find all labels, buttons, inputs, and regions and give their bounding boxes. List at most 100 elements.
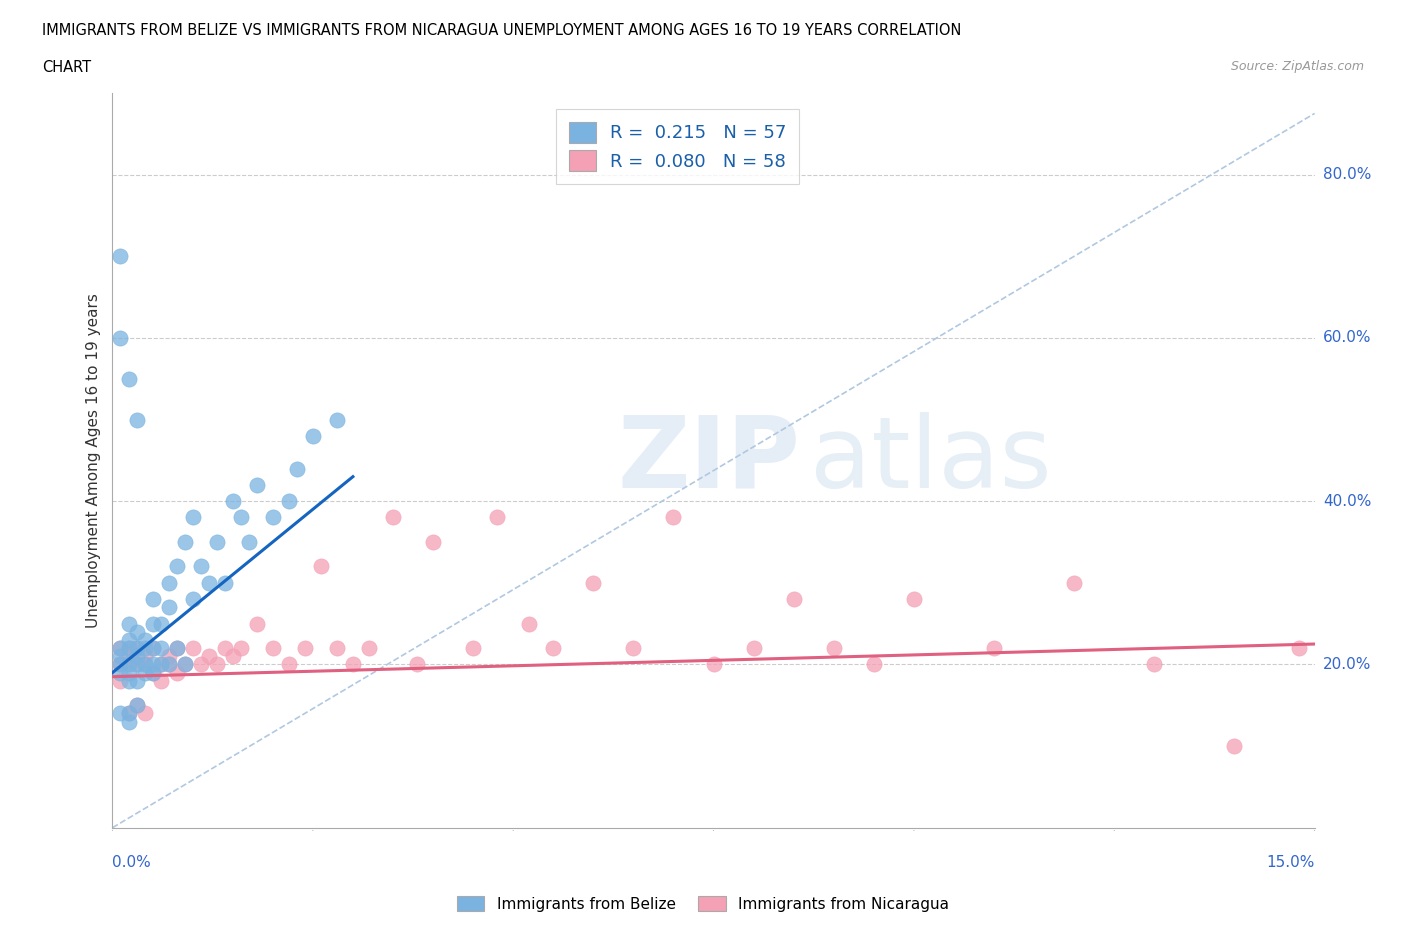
Point <box>141 665 163 680</box>
Point <box>141 591 163 606</box>
Point <box>117 632 139 647</box>
Point <box>582 576 605 591</box>
Point <box>117 714 139 729</box>
Point <box>823 641 845 656</box>
Point <box>149 617 172 631</box>
Point <box>166 559 188 574</box>
Point <box>262 510 284 525</box>
Point <box>117 706 139 721</box>
Point <box>125 657 148 671</box>
Point <box>117 371 139 386</box>
Point <box>117 706 139 721</box>
Point <box>110 330 132 345</box>
Point <box>110 657 132 671</box>
Point <box>173 657 195 671</box>
Point <box>262 641 284 656</box>
Point <box>125 641 148 656</box>
Point <box>1143 657 1166 671</box>
Point <box>238 535 260 550</box>
Point <box>702 657 725 671</box>
Point <box>134 657 156 671</box>
Text: atlas: atlas <box>810 412 1052 509</box>
Point <box>205 657 228 671</box>
Point <box>157 657 180 671</box>
Point <box>229 510 252 525</box>
Point <box>157 600 180 615</box>
Point <box>134 632 156 647</box>
Point <box>110 641 132 656</box>
Point <box>134 706 156 721</box>
Point <box>222 649 245 664</box>
Point <box>246 477 269 492</box>
Point <box>125 698 148 712</box>
Point <box>134 665 156 680</box>
Point <box>125 624 148 639</box>
Text: 60.0%: 60.0% <box>1323 330 1371 345</box>
Point <box>621 641 644 656</box>
Point <box>190 657 212 671</box>
Point <box>181 641 204 656</box>
Point <box>141 665 163 680</box>
Point <box>117 641 139 656</box>
Point <box>782 591 804 606</box>
Text: IMMIGRANTS FROM BELIZE VS IMMIGRANTS FROM NICARAGUA UNEMPLOYMENT AMONG AGES 16 T: IMMIGRANTS FROM BELIZE VS IMMIGRANTS FRO… <box>42 23 962 38</box>
Point <box>110 673 132 688</box>
Point <box>983 641 1005 656</box>
Point <box>181 591 204 606</box>
Point <box>422 535 444 550</box>
Point <box>543 641 565 656</box>
Text: Source: ZipAtlas.com: Source: ZipAtlas.com <box>1230 60 1364 73</box>
Point <box>141 617 163 631</box>
Point <box>190 559 212 574</box>
Point <box>125 657 148 671</box>
Point <box>134 657 156 671</box>
Point <box>197 649 219 664</box>
Point <box>125 641 148 656</box>
Point <box>117 657 139 671</box>
Point <box>486 510 509 525</box>
Point <box>134 641 156 656</box>
Point <box>863 657 886 671</box>
Point <box>214 576 236 591</box>
Point <box>110 706 132 721</box>
Point <box>110 249 132 264</box>
Point <box>229 641 252 656</box>
Point <box>149 673 172 688</box>
Text: CHART: CHART <box>42 60 91 75</box>
Point <box>117 617 139 631</box>
Point <box>117 649 139 664</box>
Point <box>294 641 316 656</box>
Point <box>222 494 245 509</box>
Point <box>173 657 195 671</box>
Point <box>214 641 236 656</box>
Point <box>125 649 148 664</box>
Text: 20.0%: 20.0% <box>1323 657 1371 672</box>
Point <box>125 673 148 688</box>
Point <box>141 641 163 656</box>
Point <box>326 641 349 656</box>
Point <box>342 657 364 671</box>
Point <box>157 649 180 664</box>
Point <box>166 665 188 680</box>
Point <box>134 649 156 664</box>
Point <box>277 494 299 509</box>
Point <box>110 657 132 671</box>
Point <box>181 510 204 525</box>
Point <box>125 412 148 427</box>
Point <box>662 510 685 525</box>
Point <box>309 559 332 574</box>
Point <box>742 641 765 656</box>
Point <box>173 535 195 550</box>
Point <box>205 535 228 550</box>
Legend: Immigrants from Belize, Immigrants from Nicaragua: Immigrants from Belize, Immigrants from … <box>451 889 955 918</box>
Point <box>197 576 219 591</box>
Point <box>326 412 349 427</box>
Point <box>517 617 540 631</box>
Point <box>461 641 484 656</box>
Point <box>141 641 163 656</box>
Point <box>1223 738 1246 753</box>
Point <box>110 649 132 664</box>
Point <box>157 576 180 591</box>
Point <box>277 657 299 671</box>
Point <box>1063 576 1085 591</box>
